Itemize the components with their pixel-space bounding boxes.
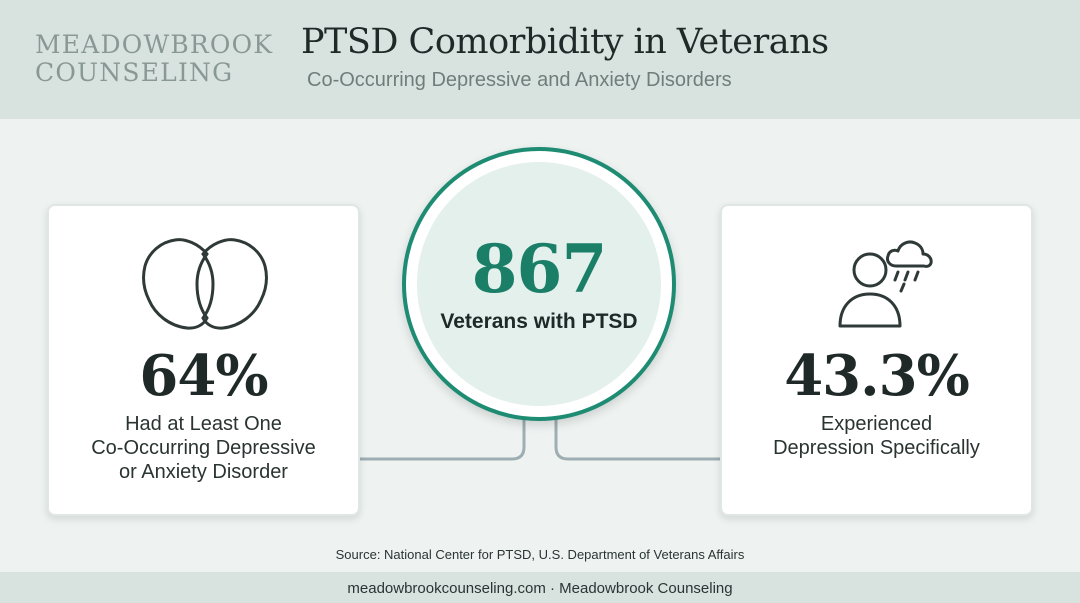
depression-description: Experienced Depression Specifically [722,412,1031,460]
desc-line: Had at Least One [125,413,282,435]
brand-line-1: MEADOWBROOK [35,30,274,59]
comorbidity-description: Had at Least One Co-Occurring Depressive… [49,412,358,484]
stat-card-comorbidity: 64% Had at Least One Co-Occurring Depres… [47,204,360,516]
veteran-count: 867 [471,230,608,308]
brand-logo: MEADOWBROOK COUNSELING [35,31,273,87]
desc-line: Co-Occurring Depressive [91,437,316,459]
page-title: PTSD Comorbidity in Veterans [301,22,829,62]
brand-line-2: COUNSELING [35,58,234,87]
comorbidity-percentage: 64% [139,343,268,409]
person-rain-cloud-icon [838,240,933,328]
page-subtitle: Co-Occurring Depressive and Anxiety Diso… [307,69,732,91]
central-stat-circle: 867 Veterans with PTSD [402,147,676,421]
desc-line: Experienced [820,413,933,435]
desc-line: or Anxiety Disorder [119,461,288,483]
central-stat-inner [417,162,661,406]
connector-right [554,415,720,461]
header-band: MEADOWBROOK COUNSELING PTSD Comorbidity … [0,0,1080,119]
connector-left [360,415,526,461]
footer-text: meadowbrookcounseling.com · Meadowbrook … [347,580,733,597]
depression-percentage: 43.3% [784,343,970,409]
desc-line: Depression Specifically [773,437,980,459]
overlapping-circles-icon [142,238,268,330]
stat-card-depression: 43.3% Experienced Depression Specificall… [720,204,1033,516]
veteran-count-label: Veterans with PTSD [440,310,638,333]
source-citation: Source: National Center for PTSD, U.S. D… [335,547,745,562]
footer-bar: meadowbrookcounseling.com · Meadowbrook … [0,572,1080,603]
